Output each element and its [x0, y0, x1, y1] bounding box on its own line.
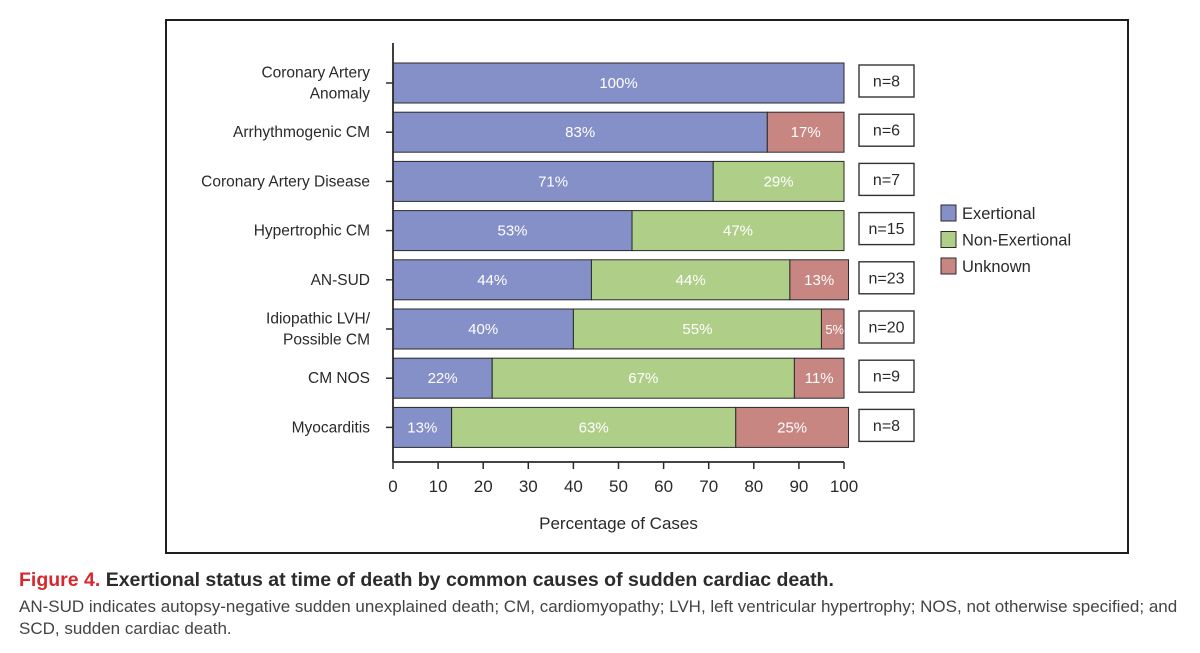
bar-value-label: 63% — [579, 419, 609, 436]
bar-value-label: 44% — [477, 272, 507, 289]
legend-label: Exertional — [962, 205, 1035, 223]
category-label: CM NOS — [308, 370, 370, 387]
bar-value-label: 44% — [676, 272, 706, 289]
bar-segment-unknown-7 — [793, 357, 845, 399]
category-label: Idiopathic LVH/ — [266, 311, 371, 328]
bar-segment-exertional-3 — [392, 160, 714, 202]
bar-segment-exertional-6 — [392, 308, 574, 350]
bar-value-label: 47% — [723, 223, 753, 240]
x-tick-label: 0 — [388, 477, 397, 496]
n-count-box — [858, 211, 915, 246]
x-tick-label: 70 — [699, 477, 718, 496]
bar-segment-exertional-7 — [392, 357, 493, 399]
legend-swatch — [940, 257, 957, 275]
n-count-box — [858, 64, 915, 98]
bar-value-label: 13% — [407, 419, 437, 436]
category-label: Myocarditis — [292, 419, 371, 436]
bar-value-label: 53% — [497, 223, 527, 240]
legend-swatch — [940, 204, 957, 222]
bar-segment-non-exertional-3 — [712, 160, 845, 202]
bar-segment-non-exertional-6 — [572, 308, 822, 350]
n-count-box — [858, 408, 915, 443]
bar-value-label: 22% — [428, 370, 458, 387]
figure-frame: 100% Coronary Artery Anomaly n=8 83% 17% Arrhy… — [165, 19, 1129, 554]
n-count-label: n=8 — [873, 418, 900, 435]
bar-segment-non-exertional-4 — [631, 210, 845, 252]
figure-title: Exertional status at time of death by co… — [105, 569, 834, 591]
bar-segment-unknown-8 — [735, 406, 850, 448]
bar-value-label: 29% — [764, 173, 794, 190]
bar-value-label: 5% — [825, 322, 844, 337]
x-tick-label: 10 — [429, 477, 448, 496]
n-count-label: n=8 — [873, 74, 900, 91]
figure-label: Figure 4. — [19, 569, 101, 591]
bar-value-label: 55% — [682, 321, 712, 338]
bar-value-label: 71% — [538, 173, 568, 190]
x-tick-label: 40 — [564, 477, 583, 496]
stacked-bar-chart: 100% Coronary Artery Anomaly n=8 83% 17% Arrhy… — [201, 43, 1071, 533]
n-count-label: n=23 — [868, 270, 904, 287]
bar-value-label: 83% — [565, 124, 595, 141]
x-tick-label: 50 — [609, 477, 628, 496]
bar-segment-non-exertional-8 — [451, 406, 737, 448]
bar-value-label: 17% — [791, 124, 821, 141]
n-count-box — [858, 113, 915, 147]
bar-value-label: 67% — [628, 370, 658, 387]
n-count-box — [858, 261, 915, 295]
figure-description: AN-SUD indicates autopsy-negative sudden… — [19, 597, 1178, 638]
x-tick-label: 20 — [474, 477, 493, 496]
bar-segment-exertional-2 — [392, 111, 768, 153]
bar-segment-unknown-2 — [766, 111, 845, 153]
bar-value-label: 11% — [805, 370, 834, 387]
n-count-box — [858, 310, 915, 344]
legend-label: Non-Exertional — [962, 232, 1071, 250]
x-tick-label: 90 — [789, 477, 808, 496]
bar-segment-exertional-1 — [392, 62, 845, 104]
legend-label: Unknown — [962, 258, 1031, 276]
legend-swatch — [940, 231, 957, 248]
x-tick-label: 60 — [654, 477, 673, 496]
x-axis-title: Percentage of Cases — [539, 514, 698, 533]
figure-caption: Figure 4. Exertional status at time of d… — [19, 568, 1189, 640]
category-label: Anomaly — [310, 86, 371, 103]
bar-segment-unknown-5 — [789, 259, 850, 301]
n-count-label: n=7 — [873, 172, 900, 189]
category-label: AN-SUD — [311, 272, 370, 289]
x-tick-label: 30 — [519, 477, 538, 496]
bar-value-label: 100% — [599, 75, 637, 92]
n-count-label: n=9 — [873, 369, 900, 386]
n-count-label: n=6 — [873, 123, 900, 140]
bar-value-label: 40% — [468, 321, 498, 338]
x-tick-label: 100 — [830, 477, 858, 496]
category-label: Coronary Artery Disease — [201, 173, 370, 190]
bar-segment-exertional-5 — [392, 259, 592, 301]
n-count-box — [858, 359, 915, 393]
n-count-label: n=15 — [868, 221, 904, 238]
category-label: Coronary Artery — [261, 65, 370, 82]
bar-value-label: 13% — [804, 272, 834, 289]
n-count-label: n=20 — [868, 320, 904, 337]
category-label: Arrhythmogenic CM — [233, 124, 370, 141]
bar-value-label: 25% — [777, 419, 807, 436]
n-count-box — [858, 162, 915, 197]
caption-title-line: Figure 4. Exertional status at time of d… — [19, 568, 1189, 592]
bar-segment-unknown-6 — [820, 308, 845, 350]
x-tick-label: 80 — [744, 477, 763, 496]
category-label: Possible CM — [283, 332, 370, 349]
category-label: Hypertrophic CM — [254, 223, 370, 240]
bar-segment-non-exertional-5 — [590, 259, 791, 301]
